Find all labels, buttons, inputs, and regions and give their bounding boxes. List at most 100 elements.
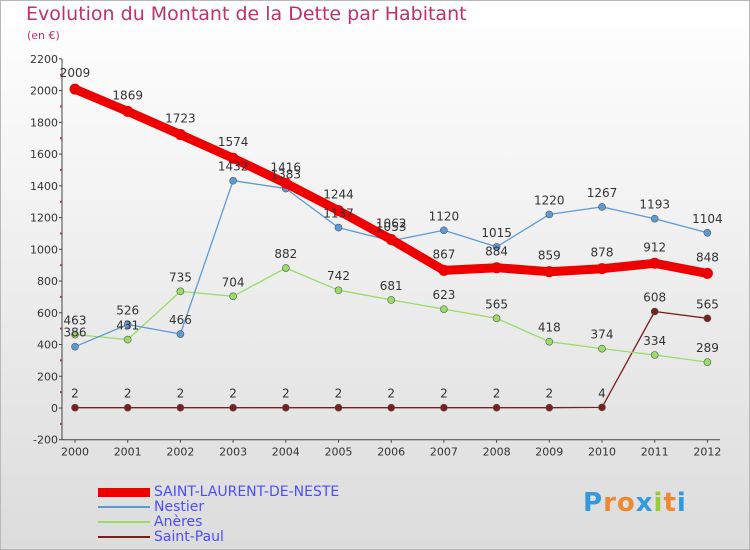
logo-letter: i: [676, 488, 687, 518]
data-label: 289: [696, 341, 719, 355]
data-label: 2: [177, 387, 185, 401]
data-point: [650, 351, 659, 359]
data-label: 878: [591, 246, 614, 260]
data-label: 2009: [60, 66, 91, 80]
legend-swatch-nestier: [98, 506, 150, 508]
data-point: [174, 129, 186, 141]
data-point: [491, 262, 503, 274]
data-point: [598, 203, 606, 211]
data-label: 1104: [692, 212, 723, 226]
data-label: 1120: [429, 209, 460, 223]
chart-subtitle: (en €): [27, 29, 60, 42]
x-tick-label: 2002: [166, 446, 194, 459]
legend-swatch-saint-laurent: [98, 488, 150, 497]
data-point: [176, 287, 185, 296]
data-label: 1193: [639, 198, 670, 212]
data-label: 1137: [323, 207, 354, 221]
y-minor-tick: [60, 264, 62, 267]
data-label: 1015: [481, 226, 512, 240]
data-point: [596, 263, 608, 275]
x-tick-label: 2001: [114, 446, 142, 459]
data-point: [123, 335, 132, 344]
data-label: 418: [538, 321, 561, 335]
data-label: 1574: [218, 135, 249, 149]
y-tick-label: 0: [51, 402, 58, 415]
y-tick-label: 600: [37, 307, 58, 320]
data-label: 565: [696, 297, 719, 311]
data-label: 1432: [218, 160, 249, 174]
y-minor-tick: [60, 391, 62, 394]
data-label: 867: [432, 247, 455, 261]
x-tick-label: 2004: [272, 446, 300, 459]
data-label: 1220: [534, 193, 565, 207]
x-tick-label: 2008: [483, 446, 511, 459]
data-label: 2: [545, 387, 553, 401]
data-label: 608: [643, 291, 666, 305]
data-point: [122, 105, 134, 117]
data-point: [123, 320, 132, 329]
data-point: [492, 403, 501, 412]
data-point: [545, 337, 554, 346]
data-point: [281, 264, 290, 272]
data-label: 2: [71, 387, 79, 401]
data-label: 2: [282, 387, 290, 401]
y-tick-label: 1800: [30, 116, 58, 129]
data-point: [229, 292, 237, 301]
data-point: [334, 403, 343, 412]
data-label: 386: [64, 326, 87, 340]
y-tick-label: 400: [37, 339, 58, 352]
data-label: 374: [591, 328, 614, 342]
y-minor-tick: [60, 105, 62, 108]
data-point: [650, 307, 659, 316]
data-point: [492, 314, 501, 323]
data-point: [492, 243, 501, 251]
data-point: [650, 214, 659, 223]
data-point: [703, 228, 712, 237]
data-label: 1869: [112, 88, 143, 102]
data-label: 848: [696, 250, 719, 264]
logo-letter: i: [653, 488, 664, 518]
x-tick-label: 2011: [641, 446, 669, 459]
data-label: 1416: [271, 160, 302, 174]
data-point: [598, 403, 606, 412]
logo-letter: P: [583, 488, 604, 518]
y-minor-tick: [60, 327, 62, 330]
data-point: [703, 314, 712, 323]
legend-swatch-saint-paul: [98, 536, 150, 538]
y-minor-tick: [60, 168, 62, 171]
data-label: 1723: [165, 112, 196, 126]
y-tick-label: -200: [33, 434, 58, 447]
data-label: 1053: [376, 220, 407, 234]
data-point: [280, 177, 292, 189]
data-point: [176, 330, 185, 338]
data-point: [703, 358, 712, 366]
x-tick-label: 2007: [430, 446, 458, 459]
data-point: [701, 267, 713, 279]
x-tick-label: 2009: [535, 446, 563, 459]
x-tick-label: 2010: [588, 446, 616, 459]
data-label: 2: [493, 387, 501, 401]
data-point: [229, 403, 237, 412]
y-minor-tick: [60, 73, 62, 76]
logo-letter: x: [635, 488, 654, 518]
logo-letter: r: [603, 488, 617, 518]
y-tick-label: 2200: [30, 53, 58, 66]
legend-label: Saint-Paul: [154, 529, 224, 545]
y-minor-tick: [60, 295, 62, 298]
data-label: 735: [169, 270, 192, 284]
y-minor-tick: [60, 137, 62, 140]
y-minor-tick: [60, 422, 62, 425]
data-label: 2: [335, 387, 343, 401]
data-label: 4: [598, 386, 606, 400]
data-point: [69, 83, 81, 95]
data-point: [545, 403, 554, 412]
x-tick-label: 2006: [377, 446, 405, 459]
data-point: [334, 223, 343, 232]
data-label: 2: [387, 387, 395, 401]
data-point: [387, 296, 396, 304]
data-point: [123, 403, 132, 412]
data-point: [385, 233, 397, 245]
y-minor-tick: [60, 232, 62, 235]
